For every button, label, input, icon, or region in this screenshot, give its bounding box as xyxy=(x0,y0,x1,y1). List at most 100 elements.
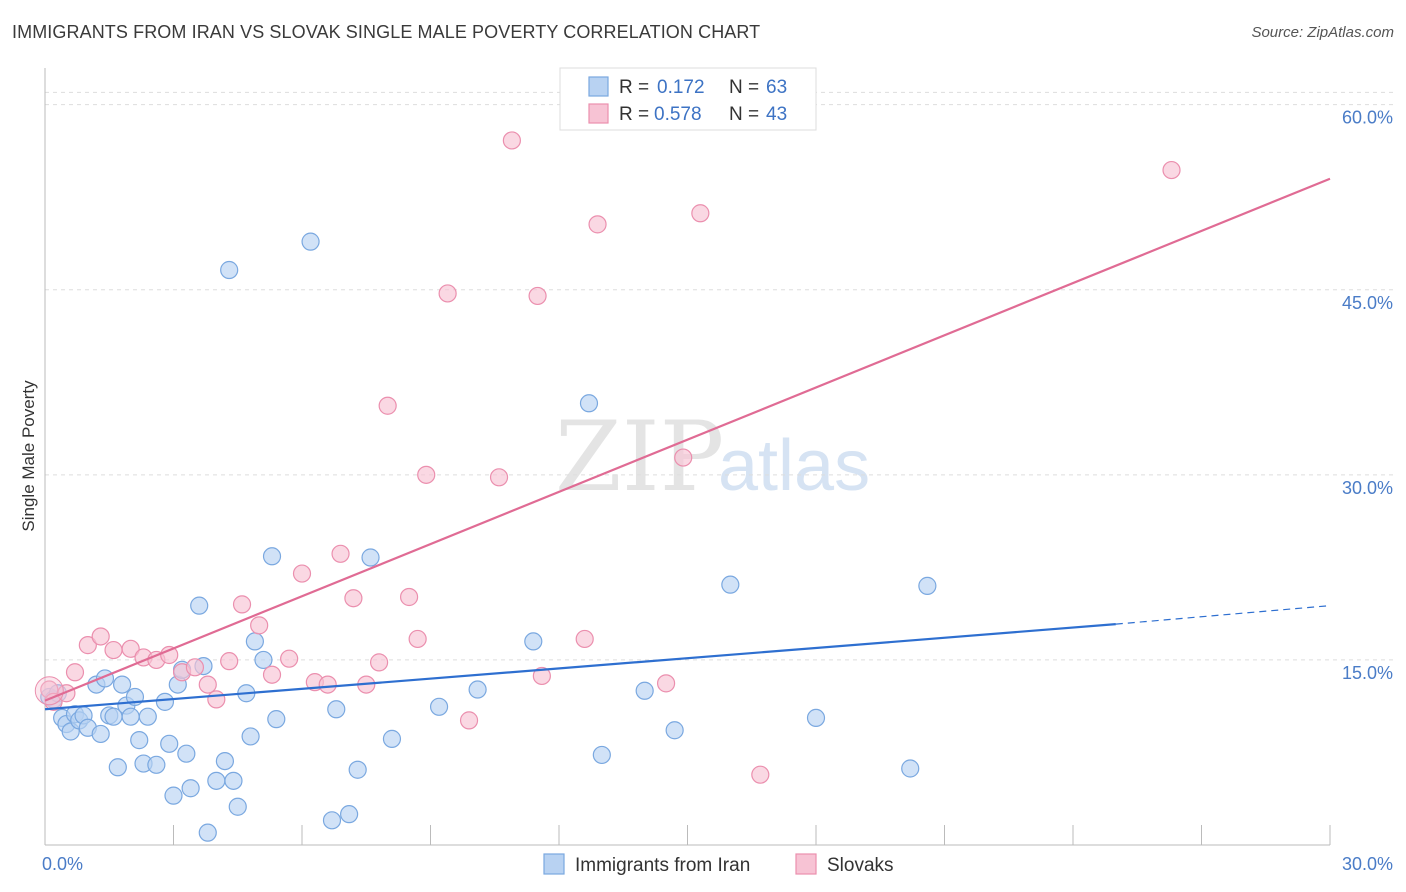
point-slovaks xyxy=(331,544,350,563)
legend-n-label-slovaks: N = xyxy=(729,104,759,125)
watermark-zip: ZIP xyxy=(555,401,724,513)
point-slovaks xyxy=(417,465,436,484)
point-slovaks xyxy=(185,658,205,677)
point-iran xyxy=(164,786,183,805)
point-slovaks xyxy=(198,675,217,694)
point-iran xyxy=(721,575,740,594)
point-iran xyxy=(327,700,346,719)
point-slovaks xyxy=(280,649,299,668)
point-iran xyxy=(267,710,286,729)
point-slovaks xyxy=(57,684,76,703)
point-slovaks xyxy=(691,204,710,223)
point-slovaks xyxy=(1162,160,1181,180)
y-axis-label: Single Male Poverty xyxy=(19,380,38,532)
trend-line-slovaks xyxy=(44,177,1331,702)
watermark-atlas: atlas xyxy=(718,426,870,506)
legend-swatch-slovaks xyxy=(588,103,609,124)
trend-lines xyxy=(44,177,1331,711)
point-slovaks xyxy=(674,448,693,467)
point-slovaks xyxy=(370,653,389,672)
point-slovaks xyxy=(292,564,312,583)
point-iran xyxy=(181,779,200,798)
legend-r-value-slovaks: 0.578 xyxy=(654,104,702,125)
watermark: ZIP atlas xyxy=(555,401,870,513)
trend-line-iran-extension xyxy=(1115,605,1331,625)
point-iran xyxy=(241,727,260,746)
point-iran xyxy=(340,805,359,824)
y-tick-label: 45.0% xyxy=(1342,293,1393,313)
x-tick-label: 30.0% xyxy=(1342,854,1393,874)
chart-title: IMMIGRANTS FROM IRAN VS SLOVAK SINGLE MA… xyxy=(12,22,761,42)
point-iran xyxy=(901,759,920,778)
point-iran xyxy=(215,751,234,771)
point-slovaks xyxy=(344,589,363,608)
point-iran xyxy=(579,394,599,413)
point-slovaks xyxy=(262,665,282,684)
point-iran xyxy=(121,707,140,726)
point-slovaks xyxy=(250,616,269,635)
point-iran xyxy=(91,724,110,744)
point-iran xyxy=(108,758,127,777)
point-iran xyxy=(918,576,937,595)
point-iran xyxy=(665,721,684,740)
point-slovaks xyxy=(104,640,123,660)
y-tick-label: 15.0% xyxy=(1342,663,1393,683)
point-iran xyxy=(245,632,264,651)
point-iran xyxy=(220,260,239,280)
data-points xyxy=(34,131,1181,842)
y-tick-label: 30.0% xyxy=(1342,478,1393,498)
point-slovaks xyxy=(459,711,479,730)
chart-source: Source: ZipAtlas.com xyxy=(1251,24,1394,41)
point-slovaks xyxy=(399,587,419,607)
point-iran xyxy=(635,681,654,700)
point-iran xyxy=(429,697,449,716)
point-iran xyxy=(382,729,402,748)
point-iran xyxy=(806,708,826,728)
legend-n-label-iran: N = xyxy=(729,77,759,98)
point-slovaks xyxy=(232,595,252,614)
point-slovaks xyxy=(656,674,676,693)
point-slovaks xyxy=(318,675,337,694)
point-iran xyxy=(262,547,282,566)
point-iran xyxy=(524,632,543,651)
point-slovaks xyxy=(751,765,770,784)
point-iran xyxy=(301,232,320,251)
x-tick-label: 0.0% xyxy=(42,854,83,874)
series-legend: Immigrants from Iran Slovaks xyxy=(543,853,894,876)
point-slovaks xyxy=(207,690,226,709)
series-legend-swatch-iran xyxy=(543,853,565,875)
point-iran xyxy=(190,596,209,615)
point-slovaks xyxy=(78,636,97,655)
legend-n-value-iran: 63 xyxy=(766,77,787,98)
legend-r-value-iran: 0.172 xyxy=(657,77,705,98)
point-slovaks xyxy=(44,692,63,711)
point-iran xyxy=(207,771,226,790)
point-iran xyxy=(592,745,611,765)
legend-r-label-iran: R = xyxy=(619,77,649,98)
point-iran xyxy=(177,744,196,763)
point-slovaks xyxy=(408,629,427,649)
y-tick-label: 60.0% xyxy=(1342,108,1393,128)
trend-line-iran xyxy=(44,623,1116,711)
point-slovaks xyxy=(532,666,551,686)
series-legend-swatch-slovaks xyxy=(795,853,817,875)
point-slovaks xyxy=(91,627,110,646)
point-slovaks xyxy=(65,663,85,682)
point-iran xyxy=(130,731,149,750)
point-slovaks xyxy=(378,396,397,415)
point-slovaks xyxy=(220,652,239,671)
point-slovaks xyxy=(489,468,509,487)
point-iran xyxy=(224,771,243,790)
point-slovaks xyxy=(575,629,594,649)
point-iran xyxy=(468,680,487,699)
point-iran xyxy=(138,707,157,726)
point-slovaks xyxy=(438,284,457,303)
tick-labels: 15.0% 30.0% 45.0% 60.0% 0.0% 30.0% xyxy=(42,108,1393,874)
point-iran xyxy=(348,760,367,779)
legend-r-label-slovaks: R = xyxy=(619,104,649,125)
point-slovaks-cluster xyxy=(34,676,64,706)
point-slovaks xyxy=(588,215,607,234)
point-iran xyxy=(147,755,166,774)
series-legend-label-iran: Immigrants from Iran xyxy=(575,855,750,876)
